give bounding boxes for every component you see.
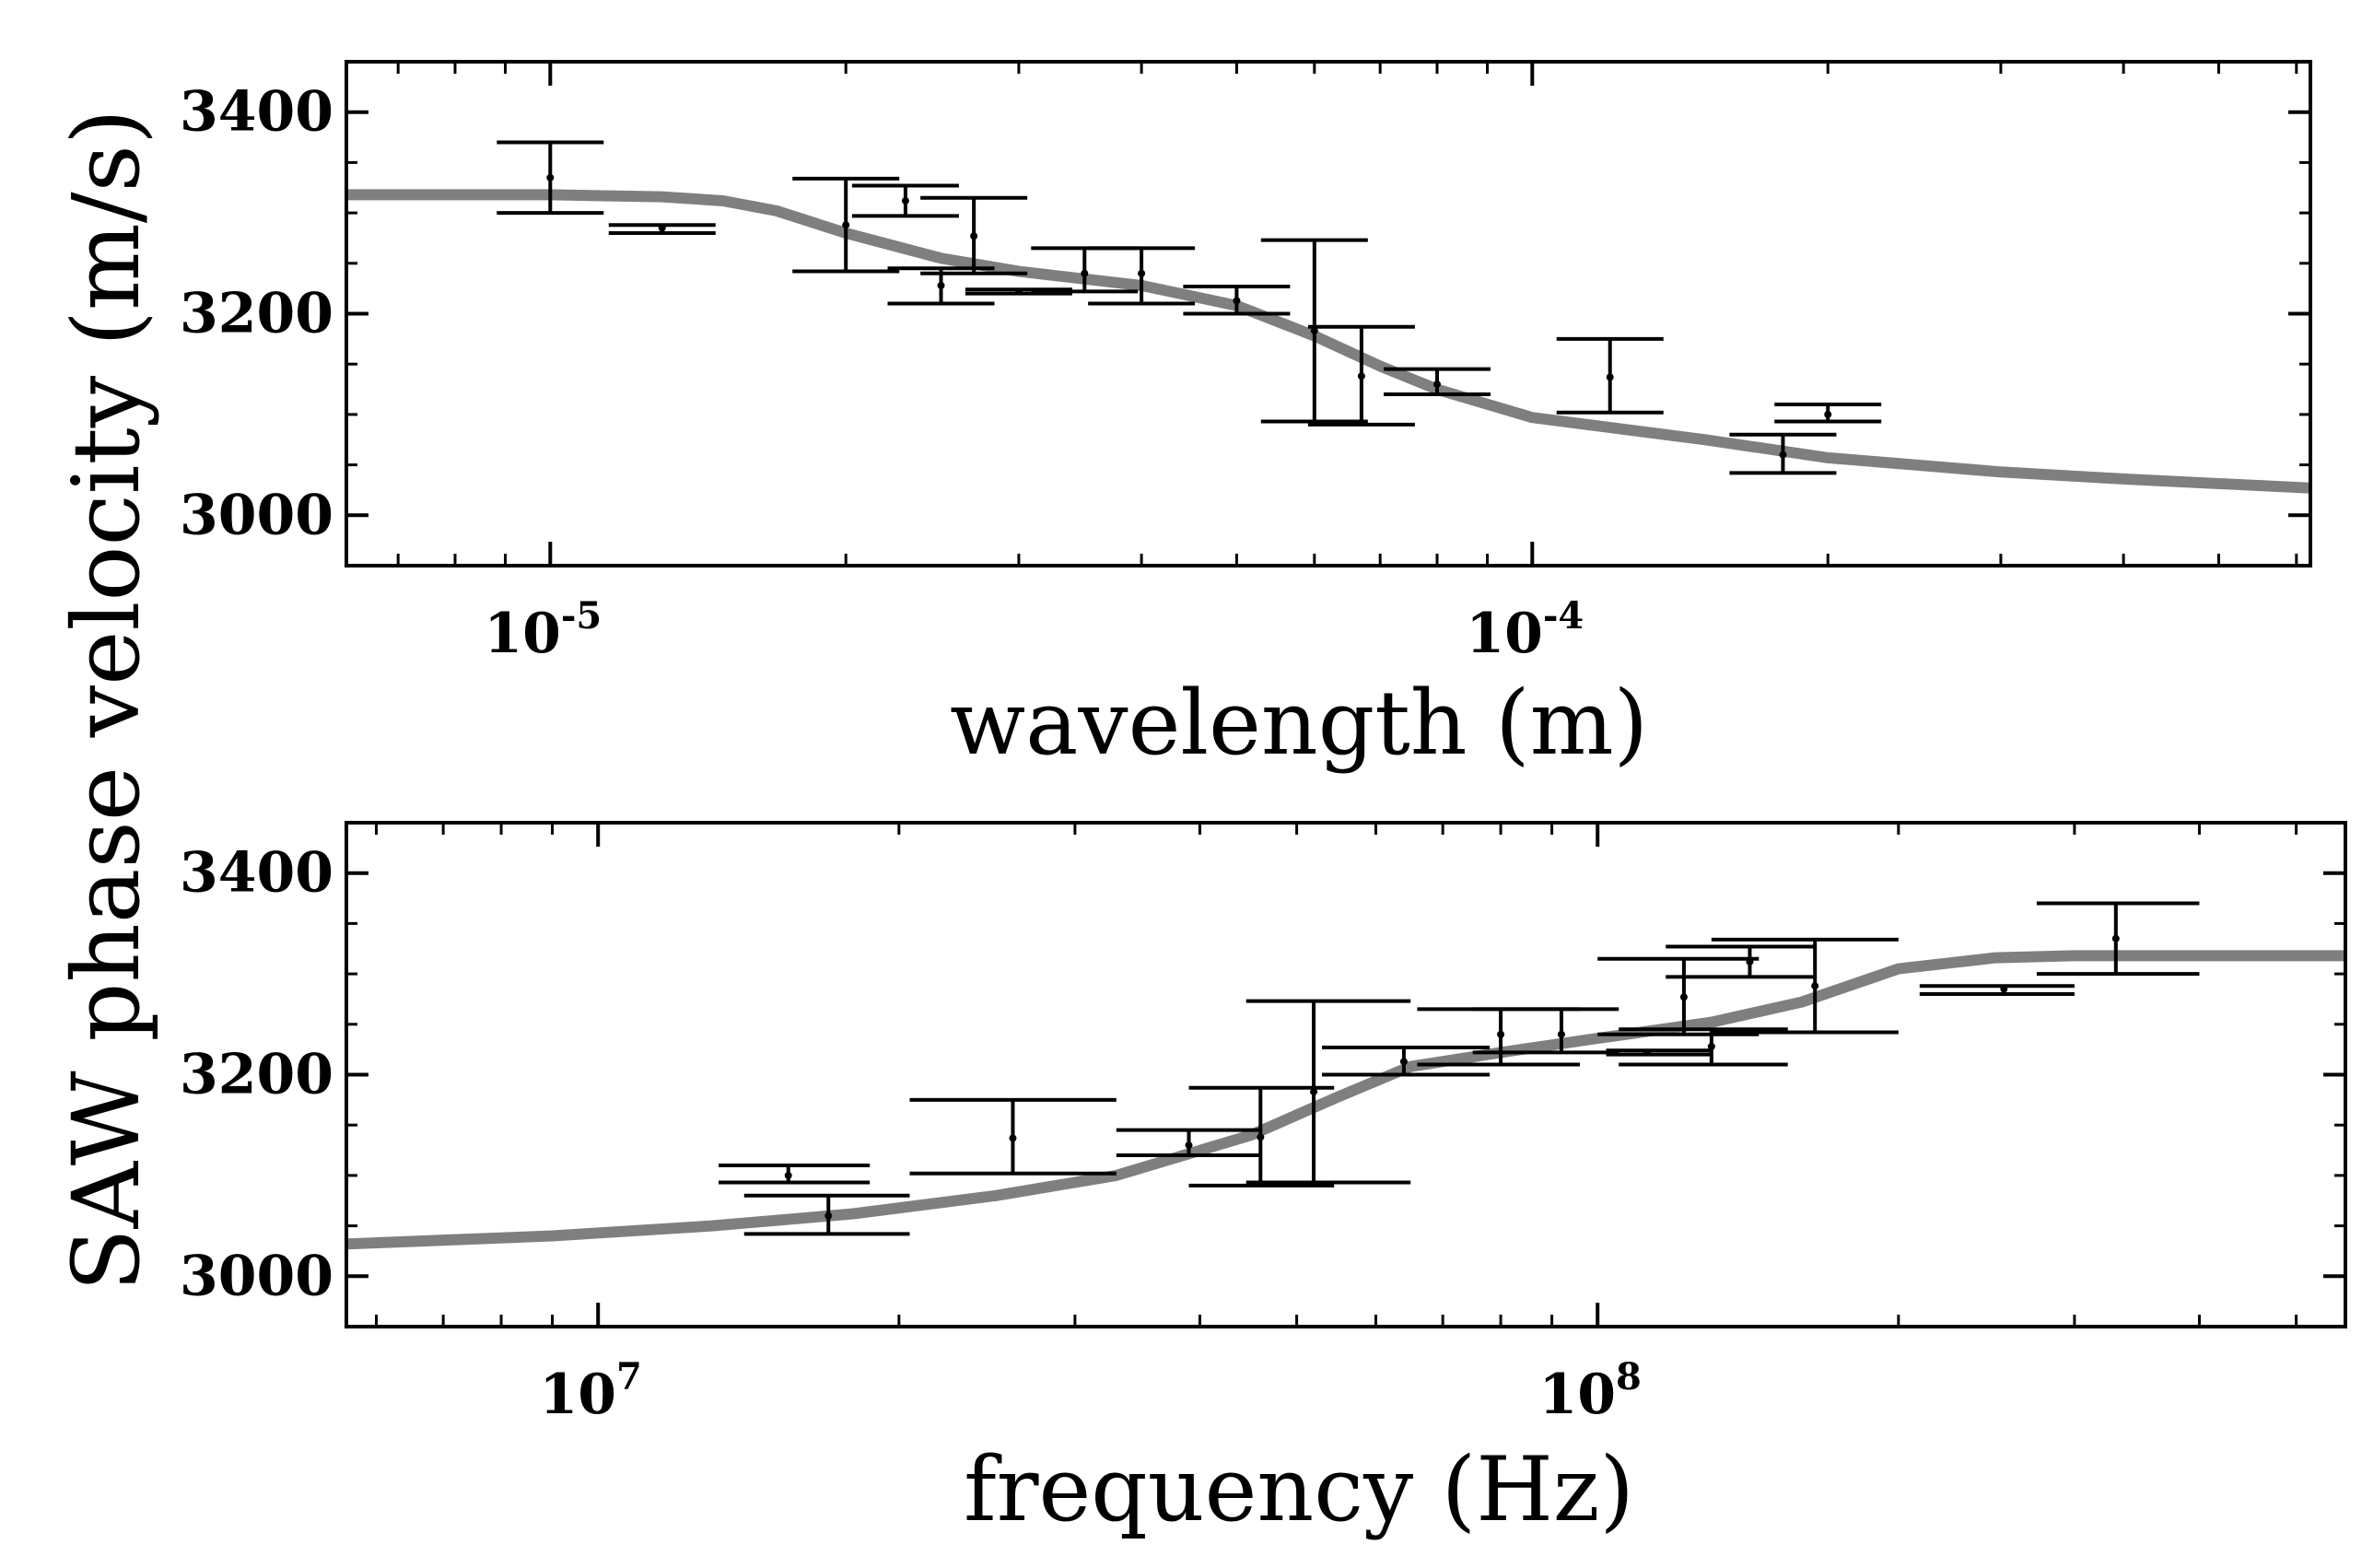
data-point: [1088, 246, 1196, 306]
data-point: [1666, 944, 1816, 979]
data-point: [608, 223, 716, 235]
top-y-ticks: 3000 3200 3400: [180, 60, 2310, 568]
top-plot-frame: [345, 60, 2312, 568]
data-point: [1322, 1045, 1491, 1077]
x-tick-label: 10-5: [484, 594, 602, 666]
data-point: [2036, 901, 2200, 977]
data-point: [1183, 284, 1291, 316]
data-point: [920, 195, 1028, 275]
fit-curve: [346, 950, 2345, 1250]
data-point: [743, 1193, 910, 1236]
top-panel: 3000 3200 3400 10-5 10-4 wavelength (m): [180, 60, 2312, 775]
y-tick-label: 3200: [180, 1043, 333, 1107]
bottom-panel: 3000 3200 3400 107 108 frequency (Hz): [180, 821, 2347, 1541]
bottom-y-ticks: 3000 3200 3400: [180, 821, 2345, 1328]
bottom-x-ticks: 107 108: [375, 823, 2298, 1427]
data-point: [1619, 1027, 1788, 1067]
x-tick-label: 107: [540, 1355, 642, 1427]
data-point: [1245, 999, 1411, 1185]
data-point: [1606, 1048, 1712, 1057]
bottom-fit-layer: [346, 950, 2345, 1250]
data-point: [1116, 1128, 1261, 1158]
x-tick-label: 108: [1539, 1355, 1642, 1427]
data-point: [1597, 956, 1760, 1036]
data-point: [1919, 984, 2075, 996]
y-tick-label: 3200: [180, 282, 333, 346]
data-point: [792, 176, 900, 274]
data-point: [719, 1163, 871, 1185]
data-point: [1711, 937, 1899, 1035]
top-x-ticks: 10-5 10-4: [396, 62, 2298, 666]
data-point: [1472, 1007, 1619, 1055]
data-point: [1556, 336, 1664, 415]
top-error-bar-layer: [497, 140, 1882, 475]
data-point: [1774, 402, 1882, 424]
y-tick-label: 3400: [180, 841, 333, 906]
x-tick-label: 10-4: [1466, 594, 1584, 666]
y-tick-label: 3000: [180, 1244, 333, 1308]
y-axis-title: SAW phase velocity (m/s): [53, 109, 160, 1292]
data-point: [1188, 1085, 1335, 1188]
top-x-axis-title: wavelength (m): [950, 672, 1648, 775]
y-tick-label: 3400: [180, 80, 333, 145]
bottom-error-bar-layer: [719, 901, 2200, 1236]
data-point: [497, 140, 604, 216]
data-point: [965, 287, 1072, 296]
data-point: [1260, 238, 1368, 424]
data-point: [851, 183, 959, 218]
bottom-x-axis-title: frequency (Hz): [964, 1438, 1634, 1541]
data-point: [1307, 324, 1415, 427]
data-point: [1729, 432, 1837, 475]
data-point: [1384, 367, 1491, 397]
data-point: [909, 1097, 1117, 1176]
y-tick-label: 3000: [180, 483, 333, 547]
